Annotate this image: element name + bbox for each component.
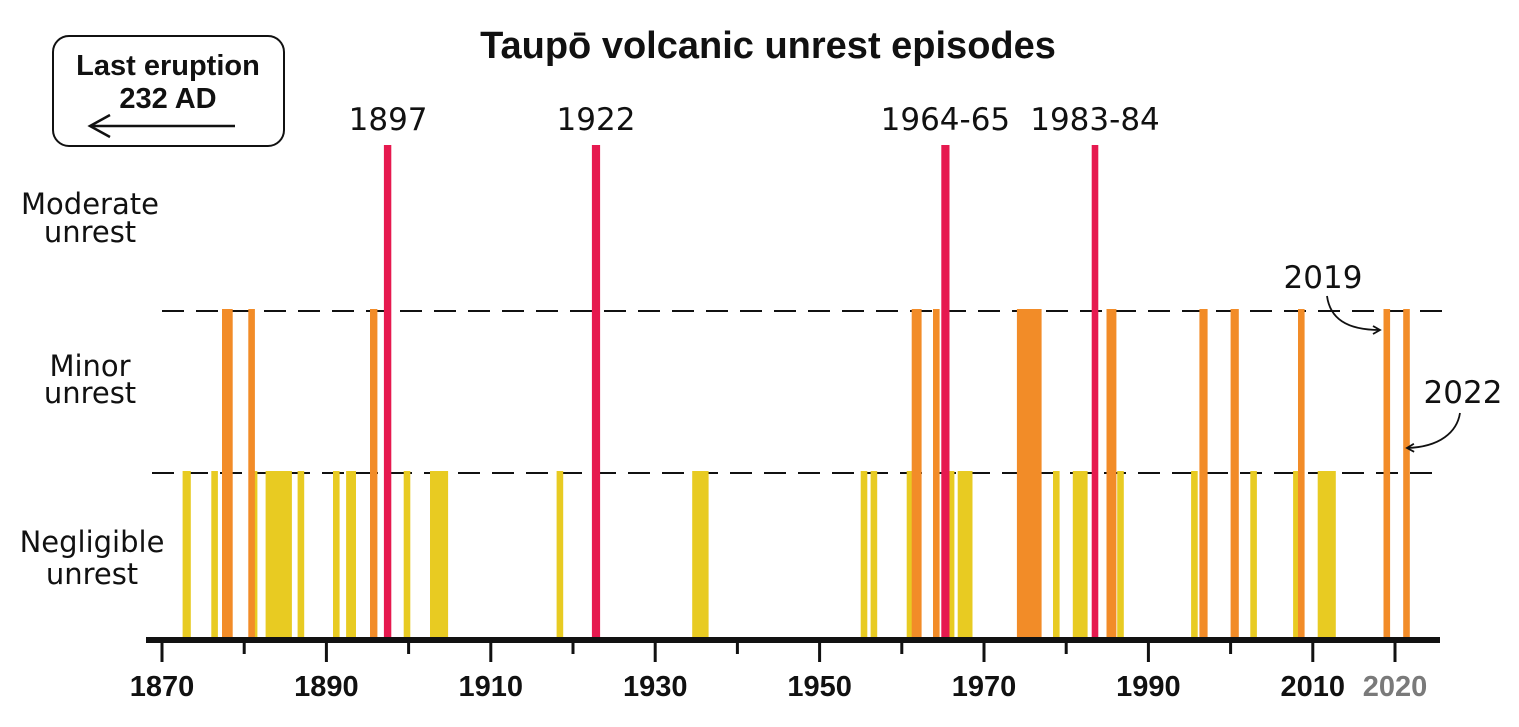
negligible-unrest-bar (556, 471, 564, 638)
x-tick-label: 1930 (623, 671, 688, 703)
minor-unrest-bar (1106, 309, 1117, 638)
x-tick-label: 1970 (952, 671, 1017, 703)
negligible-unrest-bar (430, 471, 449, 638)
minor-unrest-bar (1383, 309, 1391, 638)
callout-box (52, 35, 285, 147)
event-label: 1983-84 (1030, 102, 1160, 138)
x-tick-label: 1890 (294, 671, 359, 703)
curved-arrow-icon (1326, 295, 1382, 335)
negligible-unrest-bar (333, 471, 340, 638)
unrest-bars (182, 145, 1410, 638)
negligible-unrest-bar (947, 471, 955, 638)
negligible-unrest-bar (265, 471, 292, 638)
minor-unrest-bar (1298, 309, 1305, 638)
level-label-minor: Minor (49, 349, 130, 383)
minor-unrest-bar (1403, 309, 1410, 638)
callout-line-1: Last eruption (76, 50, 260, 82)
annotation-2022-label: 2022 (1424, 375, 1503, 411)
minor-unrest-bar (222, 309, 233, 638)
x-tick-label: 1910 (459, 671, 524, 703)
level-label-negligible: Negligible (20, 525, 165, 559)
level-label-moderate: Moderate (21, 187, 159, 221)
x-tick-label: 1990 (1116, 671, 1181, 703)
curved-arrow-icon (1405, 412, 1461, 453)
annotation-2022: 2022 (1405, 375, 1503, 453)
event-labels: 1897 1922 1964-65 1983-84 (349, 102, 1160, 138)
negligible-unrest-bar (211, 471, 218, 638)
negligible-unrest-bar (1053, 471, 1060, 638)
x-tick-label: 2020 (1363, 671, 1428, 703)
negligible-unrest-bar (870, 471, 878, 638)
last-eruption-callout: Last eruption 232 AD (52, 35, 285, 147)
annotation-2019: 2019 (1284, 260, 1382, 335)
level-label-moderate-2: unrest (44, 215, 136, 249)
minor-unrest-bar (1199, 309, 1208, 638)
negligible-unrest-bar (957, 471, 973, 638)
annotation-2019-label: 2019 (1284, 260, 1363, 296)
x-axis-ticks: 1870 1890 1910 1930 1950 1970 1990 2010 2020 (130, 640, 1428, 703)
x-tick-label: 1950 (787, 671, 852, 703)
x-tick-label: 2010 (1281, 671, 1346, 703)
left-arrow-head (87, 113, 111, 139)
event-label: 1897 (349, 102, 428, 138)
minor-unrest-bar (933, 309, 940, 638)
minor-unrest-bar (370, 309, 378, 638)
callout-line-2: 232 AD (119, 83, 216, 115)
negligible-unrest-bar (860, 471, 868, 638)
x-tick-label: 1870 (130, 671, 195, 703)
level-label-negligible-2: unrest (46, 557, 138, 591)
negligible-unrest-bar (297, 471, 305, 638)
negligible-unrest-bar (1117, 471, 1124, 638)
negligible-unrest-bar (1250, 471, 1257, 638)
minor-unrest-bar (911, 309, 922, 638)
minor-unrest-bar (1016, 309, 1042, 638)
moderate-unrest-bar (591, 145, 601, 638)
minor-unrest-bar (1230, 309, 1239, 638)
moderate-unrest-bar (1091, 145, 1099, 638)
event-label: 1922 (557, 102, 636, 138)
chart-title: Taupō volcanic unrest episodes (480, 25, 1056, 67)
level-label-minor-2: unrest (44, 376, 136, 410)
negligible-unrest-bar (692, 471, 709, 638)
minor-unrest-bar (248, 309, 255, 638)
negligible-unrest-bar (1072, 471, 1088, 638)
negligible-unrest-bar (346, 471, 356, 638)
negligible-unrest-bar (906, 471, 914, 638)
level-labels: Moderate unrest Minor unrest Negligible … (20, 187, 165, 591)
negligible-unrest-bar (1317, 471, 1336, 638)
negligible-unrest-bar (403, 471, 411, 638)
negligible-unrest-bar (182, 471, 191, 638)
negligible-unrest-bar (1191, 471, 1198, 638)
moderate-unrest-bar (383, 145, 392, 638)
moderate-unrest-bar (941, 145, 950, 638)
event-label: 1964-65 (881, 102, 1011, 138)
negligible-unrest-bar (1293, 471, 1300, 638)
